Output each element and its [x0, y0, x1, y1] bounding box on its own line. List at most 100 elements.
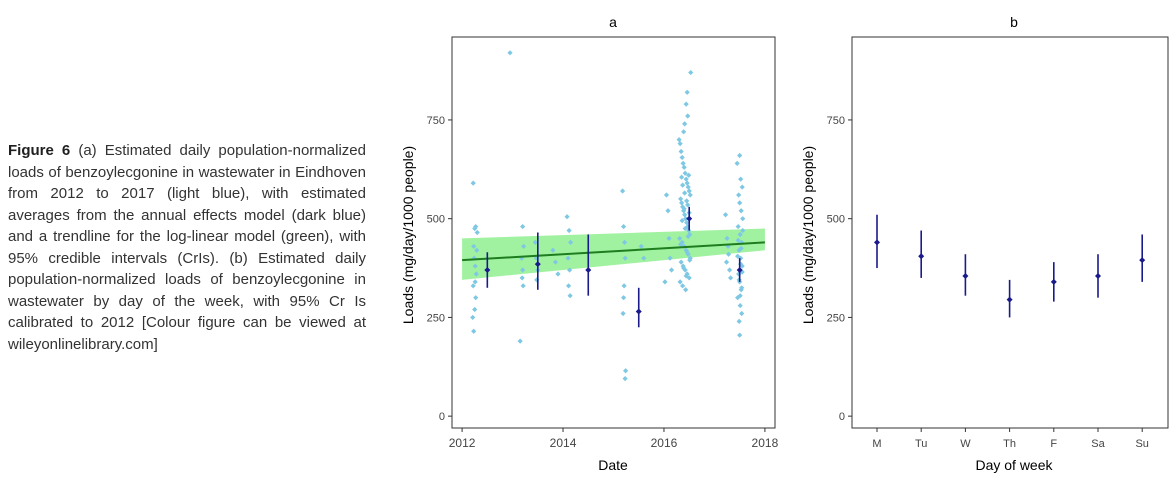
- data-point: [680, 160, 686, 166]
- data-point: [725, 251, 732, 257]
- data-point: [521, 243, 527, 249]
- x-tick-label: Sa: [1091, 438, 1105, 450]
- y-tick-label: 500: [827, 214, 845, 226]
- data-point: [682, 121, 688, 127]
- data-point: [568, 239, 574, 245]
- y-tick-label: 500: [427, 214, 445, 226]
- data-point: [662, 279, 668, 285]
- estimate-point: [534, 261, 541, 268]
- data-point: [683, 247, 689, 253]
- data-point: [665, 208, 671, 214]
- data-point: [677, 279, 683, 285]
- data-point: [738, 176, 744, 182]
- data-point: [622, 255, 628, 261]
- trend-line: [462, 241, 765, 262]
- data-point: [739, 285, 745, 291]
- data-point: [566, 267, 573, 273]
- data-point: [620, 223, 627, 230]
- panel-a-credible-band: [462, 228, 765, 280]
- y-tick-label: 750: [827, 115, 845, 127]
- day-estimate-point: [874, 239, 880, 246]
- data-point: [683, 101, 689, 107]
- panel-b-estimates: [874, 214, 1146, 318]
- estimate-point: [736, 267, 743, 274]
- data-point: [621, 283, 627, 289]
- x-tick-label: W: [960, 438, 971, 450]
- x-tick-label: Tu: [915, 438, 927, 450]
- day-estimate-point: [1006, 296, 1013, 303]
- data-point: [471, 255, 477, 261]
- data-point: [519, 255, 525, 261]
- data-point: [680, 182, 686, 188]
- data-point: [619, 188, 626, 194]
- x-tick-label: M: [872, 438, 881, 450]
- data-point: [565, 255, 571, 261]
- panel-b-title: b: [1010, 14, 1018, 30]
- data-point: [520, 267, 526, 273]
- panel-a-y-ticks: 0 250 500 750: [427, 115, 452, 423]
- data-point: [470, 180, 476, 186]
- x-tick-label: 2014: [550, 436, 577, 450]
- panel-a-trendline: [462, 241, 765, 262]
- data-point: [735, 223, 741, 230]
- data-point: [682, 267, 688, 273]
- data-point: [680, 283, 686, 289]
- data-point: [684, 89, 690, 95]
- data-point: [687, 257, 693, 263]
- data-point: [474, 247, 480, 253]
- data-point: [507, 50, 513, 56]
- data-point: [623, 368, 629, 374]
- data-point: [567, 293, 573, 299]
- data-point: [723, 259, 730, 265]
- data-point: [679, 218, 685, 224]
- data-point: [735, 253, 741, 259]
- day-estimate-point: [962, 272, 969, 279]
- data-point: [473, 223, 479, 230]
- day-estimate-point: [1050, 278, 1057, 285]
- data-point: [684, 220, 690, 226]
- data-point: [739, 263, 745, 269]
- data-point: [677, 235, 683, 242]
- data-point: [622, 239, 628, 245]
- data-point: [564, 214, 570, 220]
- data-point: [685, 113, 691, 119]
- panel-a-ylabel: Loads (mg/day/1000 people): [400, 146, 416, 324]
- data-point: [683, 287, 689, 293]
- data-point: [727, 275, 734, 281]
- data-point: [470, 283, 476, 289]
- estimate-point: [484, 267, 491, 274]
- data-point: [739, 184, 745, 190]
- y-tick-label: 250: [427, 312, 445, 324]
- credible-band: [462, 228, 765, 280]
- data-point: [736, 192, 742, 198]
- y-tick-label: 750: [427, 115, 445, 127]
- data-point: [679, 174, 685, 180]
- data-point: [686, 188, 692, 194]
- data-point: [724, 235, 730, 242]
- data-point: [470, 314, 476, 321]
- panel-b: b 0 250 500 750 M Tu W Th F Sa Su Day of week Loa…: [800, 14, 1169, 473]
- panel-a-points: [470, 50, 746, 382]
- y-tick-label: 250: [827, 312, 845, 324]
- x-tick-label: 2016: [651, 436, 678, 450]
- data-point: [472, 279, 478, 285]
- data-point: [676, 137, 682, 143]
- x-tick-label: Th: [1003, 438, 1016, 450]
- data-point: [681, 129, 687, 135]
- data-point: [683, 273, 689, 279]
- data-point: [474, 229, 480, 236]
- data-point: [685, 233, 691, 240]
- data-point: [471, 328, 477, 334]
- data-point: [679, 239, 685, 245]
- data-point: [681, 164, 687, 170]
- data-point: [685, 202, 691, 208]
- data-point: [667, 255, 673, 261]
- data-point: [688, 69, 694, 76]
- x-tick-label: 2018: [752, 436, 779, 450]
- data-point: [566, 227, 572, 234]
- data-point: [534, 277, 540, 283]
- data-point: [684, 180, 690, 186]
- data-point: [473, 295, 479, 301]
- data-point: [737, 293, 743, 299]
